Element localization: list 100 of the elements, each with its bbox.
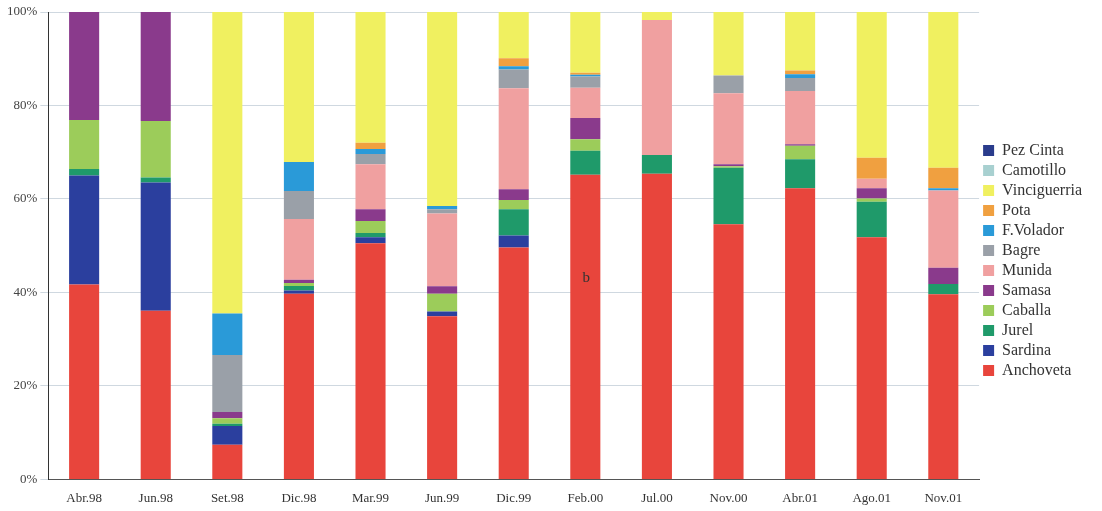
bar bbox=[856, 188, 887, 199]
bar bbox=[928, 190, 959, 268]
x-tick-label: Feb.00 bbox=[567, 489, 604, 505]
bar bbox=[928, 12, 959, 168]
bar bbox=[69, 12, 100, 120]
bar bbox=[69, 119, 100, 170]
bar bbox=[69, 284, 100, 479]
x-tick-label: Dic.99 bbox=[496, 489, 532, 505]
bar bbox=[427, 205, 458, 210]
bar bbox=[928, 284, 959, 295]
bar bbox=[856, 201, 887, 238]
x-tick-label: Abr.01 bbox=[782, 489, 818, 505]
bar bbox=[427, 213, 458, 287]
bar bbox=[498, 58, 529, 67]
bar bbox=[498, 88, 529, 190]
bar bbox=[355, 209, 386, 221]
bar bbox=[785, 188, 816, 479]
bar bbox=[427, 286, 458, 294]
bar bbox=[785, 145, 816, 160]
bar bbox=[641, 155, 672, 174]
bar bbox=[570, 174, 601, 479]
bar bbox=[498, 199, 529, 210]
y-tick-label: 40% bbox=[13, 283, 38, 299]
bar bbox=[785, 74, 816, 78]
bar bbox=[140, 182, 171, 311]
bar bbox=[212, 444, 243, 479]
bar bbox=[212, 412, 243, 419]
bar bbox=[355, 243, 386, 479]
bar bbox=[140, 120, 171, 178]
bar bbox=[785, 70, 816, 75]
bar bbox=[928, 167, 959, 189]
y-tick-label: 60% bbox=[13, 190, 38, 206]
x-tick-label: Set.98 bbox=[210, 489, 244, 505]
x-tick-label: Jun.98 bbox=[138, 489, 173, 505]
legend-label: Sardina bbox=[1002, 340, 1051, 358]
bar bbox=[69, 175, 100, 285]
y-tick-label: 0% bbox=[19, 470, 38, 486]
bar bbox=[212, 418, 243, 424]
bar bbox=[641, 12, 672, 20]
bar bbox=[355, 220, 386, 234]
bar bbox=[355, 148, 386, 155]
bar bbox=[498, 189, 529, 200]
bar bbox=[713, 167, 744, 225]
legend-label: Caballa bbox=[1002, 300, 1051, 318]
bar bbox=[283, 293, 314, 479]
bar bbox=[498, 12, 529, 59]
legend-label: Pez Cinta bbox=[1002, 140, 1064, 158]
bar bbox=[498, 209, 529, 236]
bar bbox=[355, 12, 386, 143]
bar bbox=[212, 12, 243, 314]
bar bbox=[856, 157, 887, 179]
bar bbox=[570, 118, 601, 140]
bar bbox=[713, 12, 744, 76]
bar bbox=[570, 87, 601, 119]
bar bbox=[570, 139, 601, 151]
bar bbox=[641, 19, 672, 156]
legend-label: Vinciguerria bbox=[1002, 180, 1082, 199]
bar bbox=[283, 162, 314, 192]
x-tick-label: Ago.01 bbox=[852, 489, 892, 505]
bar bbox=[856, 178, 887, 189]
bar bbox=[212, 355, 243, 413]
bar bbox=[570, 150, 601, 175]
x-tick-label: Nov.00 bbox=[709, 489, 748, 505]
legend-label: F.Volador bbox=[1002, 220, 1065, 238]
bar bbox=[355, 142, 386, 149]
legend-label: Munida bbox=[1002, 260, 1052, 278]
bar bbox=[498, 66, 529, 70]
bar bbox=[713, 75, 744, 94]
bar bbox=[69, 169, 100, 176]
bar bbox=[570, 76, 601, 88]
bar bbox=[283, 290, 314, 294]
bar bbox=[283, 191, 314, 220]
legend-label: Bagre bbox=[1002, 240, 1041, 259]
x-tick-label: Nov.01 bbox=[924, 489, 963, 505]
legend-label: Samasa bbox=[1002, 280, 1051, 298]
bar bbox=[355, 164, 386, 210]
bar bbox=[928, 188, 959, 191]
bar bbox=[140, 177, 171, 183]
bar bbox=[785, 90, 816, 145]
bar bbox=[283, 285, 314, 291]
bar bbox=[212, 426, 243, 445]
bar bbox=[140, 310, 171, 479]
annotation: b bbox=[582, 269, 591, 286]
y-tick-label: 20% bbox=[13, 377, 38, 393]
bar bbox=[641, 173, 672, 479]
bar bbox=[427, 293, 458, 312]
y-tick-label: 80% bbox=[13, 96, 38, 112]
x-tick-label: Mar.99 bbox=[351, 489, 390, 505]
bar bbox=[856, 237, 887, 479]
x-tick-label: Jul.00 bbox=[641, 489, 673, 505]
bar bbox=[498, 69, 529, 89]
bar bbox=[140, 12, 171, 121]
legend-label: Camotillo bbox=[1002, 160, 1067, 178]
bar bbox=[498, 247, 529, 479]
x-tick-label: Dic.98 bbox=[281, 489, 317, 505]
bar bbox=[355, 233, 386, 238]
bar bbox=[355, 154, 386, 165]
bar bbox=[355, 237, 386, 244]
x-tick-label: Jun.99 bbox=[424, 489, 460, 505]
legend-label: Pota bbox=[1002, 200, 1031, 218]
